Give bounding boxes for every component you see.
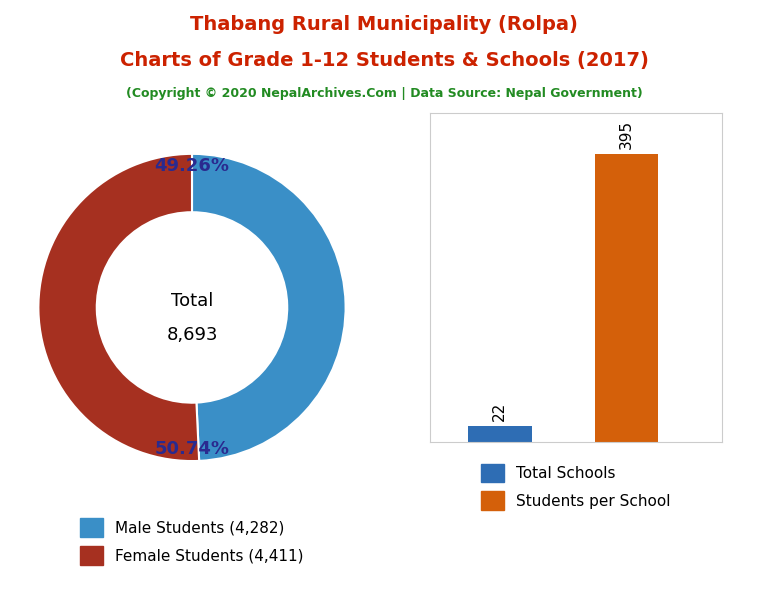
- Text: Total: Total: [170, 293, 214, 310]
- Text: 50.74%: 50.74%: [154, 440, 230, 458]
- Legend: Total Schools, Students per School: Total Schools, Students per School: [475, 457, 677, 516]
- Text: Charts of Grade 1-12 Students & Schools (2017): Charts of Grade 1-12 Students & Schools …: [120, 51, 648, 70]
- Legend: Male Students (4,282), Female Students (4,411): Male Students (4,282), Female Students (…: [74, 512, 310, 571]
- Text: Thabang Rural Municipality (Rolpa): Thabang Rural Municipality (Rolpa): [190, 15, 578, 34]
- Bar: [468, 426, 531, 442]
- Wedge shape: [192, 154, 346, 461]
- Text: 395: 395: [619, 120, 634, 149]
- Text: (Copyright © 2020 NepalArchives.Com | Data Source: Nepal Government): (Copyright © 2020 NepalArchives.Com | Da…: [126, 87, 642, 100]
- Bar: [595, 153, 658, 442]
- Text: 8,693: 8,693: [166, 326, 218, 344]
- Wedge shape: [38, 154, 199, 461]
- Text: 49.26%: 49.26%: [154, 157, 230, 175]
- Text: 22: 22: [492, 402, 508, 421]
